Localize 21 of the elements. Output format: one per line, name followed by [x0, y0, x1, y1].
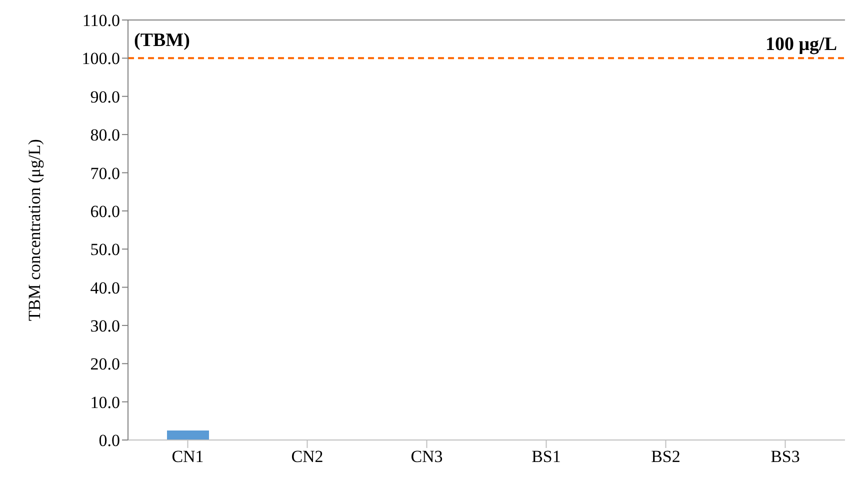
ref-line-label: 100 μg/L [766, 34, 837, 56]
x-tick-label: BS3 [770, 447, 800, 466]
annotation: (TBM) [134, 30, 190, 51]
y-tick-label: 80.0 [90, 126, 120, 145]
x-tick-label: BS2 [651, 447, 680, 466]
y-tick-label: 70.0 [90, 164, 120, 183]
x-tick-label: CN1 [172, 447, 204, 466]
x-tick-label: CN2 [291, 447, 324, 466]
y-tick-label: 110.0 [82, 11, 120, 30]
y-tick-label: 50.0 [90, 240, 120, 260]
x-tick-label: CN3 [410, 447, 443, 466]
y-tick-label: 20.0 [90, 354, 120, 374]
y-axis-title: TBM concentration (μg/L) [25, 139, 44, 321]
y-tick-label: 10.0 [90, 392, 120, 412]
y-tick-label: 90.0 [90, 87, 120, 106]
y-tick-label: 100.0 [82, 49, 120, 68]
y-tick-label: 40.0 [90, 278, 120, 298]
y-tick-label: 0.0 [98, 431, 120, 450]
y-tick-label: 30.0 [90, 316, 120, 336]
x-tick-label: BS1 [532, 447, 561, 466]
y-tick-label: 60.0 [90, 202, 120, 221]
